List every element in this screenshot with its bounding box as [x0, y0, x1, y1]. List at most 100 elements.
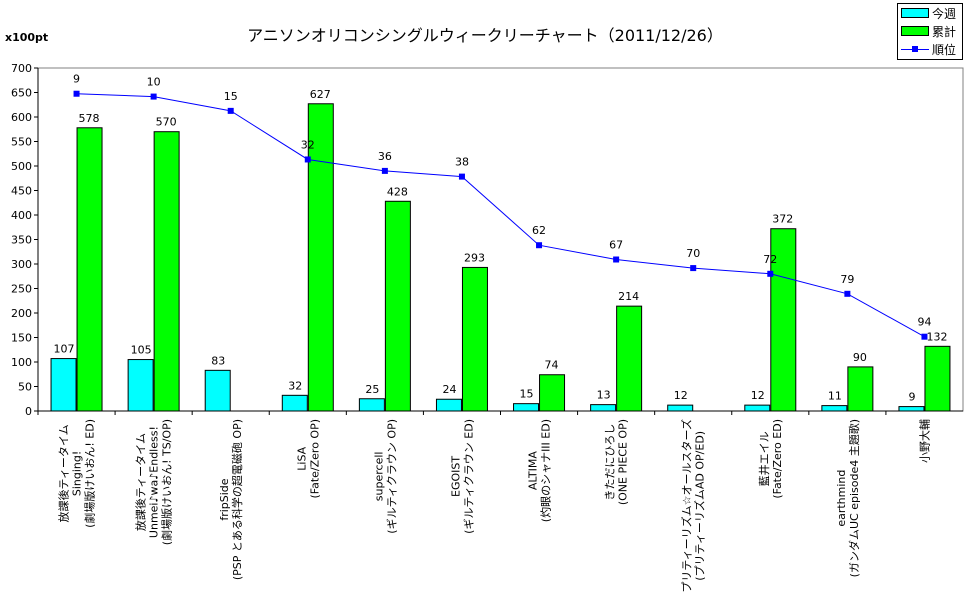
- x-category-label: LiSA(Fate/Zero OP): [295, 419, 321, 499]
- bar-weekly: [281, 394, 308, 412]
- data-label-weekly: 13: [597, 389, 611, 402]
- x-category-label: 小野大輔: [917, 419, 931, 463]
- data-label-total: 627: [310, 88, 331, 101]
- legend-item-rank: 順位: [898, 40, 962, 58]
- data-label-weekly: 32: [288, 379, 302, 392]
- data-label-rank: 67: [609, 239, 623, 252]
- data-label-rank: 9: [73, 73, 80, 86]
- legend: 今週 累計 順位: [897, 3, 963, 60]
- y-tick-label: 100: [11, 356, 32, 369]
- data-label-rank: 15: [224, 90, 238, 103]
- rank-marker: [844, 290, 851, 297]
- bar-weekly: [435, 398, 462, 412]
- x-category-label-line: 放課後ティータイム: [134, 433, 148, 531]
- data-label-weekly: 9: [908, 391, 915, 404]
- bar-weekly: [898, 406, 925, 412]
- x-category-label-line: (劇場版けいおん! ED): [83, 419, 97, 528]
- x-category-label-line: 放課後ティータイム: [57, 424, 71, 522]
- y-tick-label: 200: [11, 307, 32, 320]
- y-tick-label: 300: [11, 258, 32, 271]
- x-category-label-line: 藍井エイル: [757, 431, 771, 486]
- legend-item-total: 累計: [898, 22, 962, 40]
- rank-marker: [73, 90, 80, 97]
- rank-marker: [921, 333, 928, 340]
- x-category-label-line: (Fate/Zero ED): [771, 419, 784, 499]
- x-category-label-line: ALTIMA: [527, 451, 540, 491]
- bar-weekly: [667, 404, 694, 412]
- x-category-label-line: (ギルティクラウン ED): [462, 419, 475, 534]
- bar-total: [76, 127, 103, 412]
- legend-label: 順位: [932, 42, 957, 57]
- x-category-label-line: (灼眼のシャナIII ED): [539, 419, 553, 522]
- x-category-label-line: (PSP とある科学の超電磁砲 OP): [230, 419, 244, 580]
- y-tick-label: 450: [11, 185, 32, 198]
- rank-line: [76, 93, 925, 338]
- data-label-weekly: 12: [751, 389, 765, 402]
- x-category-label-line: (ONE PIECE OP): [617, 419, 630, 505]
- data-label-total: 214: [618, 290, 639, 303]
- bar-total: [307, 103, 334, 412]
- x-category-label: 藍井エイル(Fate/Zero ED): [757, 419, 784, 499]
- y-tick-label: 650: [11, 87, 32, 100]
- bar-weekly: [50, 358, 77, 412]
- y-tick-label: 550: [11, 136, 32, 149]
- data-label-total: 372: [772, 213, 793, 226]
- y-tick-label: 700: [11, 62, 32, 75]
- y-tick-label: 500: [11, 160, 32, 173]
- data-label-total: 74: [545, 359, 559, 372]
- x-category-label: fripSide(PSP とある科学の超電磁砲 OP): [218, 419, 244, 580]
- legend-item-weekly: 今週: [898, 4, 962, 22]
- bar-total: [616, 305, 643, 412]
- data-label-weekly: 105: [131, 344, 152, 357]
- data-label-total: 90: [853, 351, 867, 364]
- bar-total: [461, 266, 488, 412]
- y-tick-label: 600: [11, 111, 32, 124]
- bar-weekly: [513, 403, 540, 412]
- legend-swatch-weekly: [901, 8, 929, 18]
- x-category-label-line: (プリティーリズムAD OP/ED): [693, 431, 707, 581]
- x-category-label: supercell(ギルティクラウン OP): [372, 419, 398, 534]
- y-tick-label: 400: [11, 209, 32, 222]
- data-label-weekly: 107: [54, 343, 75, 356]
- bar-total: [770, 228, 797, 412]
- legend-label: 今週: [932, 6, 957, 21]
- rank-marker: [150, 93, 157, 100]
- x-category-label-line: EGOIST: [449, 456, 462, 497]
- y-tick-label: 0: [25, 405, 32, 418]
- rank-marker: [767, 270, 774, 277]
- bar-weekly: [821, 405, 848, 412]
- rank-marker: [613, 256, 620, 263]
- x-category-label-line: fripSide: [218, 478, 231, 520]
- plot-area: [37, 67, 964, 412]
- data-label-rank: 62: [532, 224, 546, 237]
- data-label-weekly: 25: [365, 383, 379, 396]
- x-category-label-line: Singing!: [71, 451, 84, 496]
- data-label-total: 428: [387, 185, 408, 198]
- y-tick-label: 350: [11, 234, 32, 247]
- x-category-label-line: きただにひろし: [604, 424, 617, 501]
- x-category-label-line: Unmei♪wa♪Endless!: [148, 426, 161, 538]
- data-label-weekly: 15: [520, 388, 534, 401]
- bar-total: [539, 374, 566, 412]
- data-label-rank: 72: [763, 253, 777, 266]
- legend-label: 累計: [932, 24, 957, 39]
- data-label-rank: 32: [301, 138, 315, 151]
- y-tick-label: 150: [11, 332, 32, 345]
- x-category-label-line: (ガンダムUC episode4 主題歌): [847, 419, 861, 577]
- bar-total: [924, 345, 951, 412]
- x-category-label: プリティーリズム☆オールスターズ(プリティーリズムAD OP/ED): [680, 419, 707, 593]
- data-label-total: 570: [156, 116, 177, 129]
- rank-marker: [536, 242, 543, 249]
- x-category-label-line: supercell: [372, 452, 385, 502]
- bar-weekly: [744, 404, 771, 412]
- bar-weekly: [358, 398, 385, 412]
- y-tick-label: 250: [11, 283, 32, 296]
- x-category-label-line: earthmind: [835, 470, 848, 527]
- bar-total: [384, 200, 411, 412]
- data-label-weekly: 83: [211, 354, 225, 367]
- bar-weekly: [204, 369, 231, 412]
- data-label-rank: 94: [917, 316, 931, 329]
- data-label-rank: 10: [147, 76, 161, 89]
- x-category-label-line: (Fate/Zero OP): [308, 419, 321, 499]
